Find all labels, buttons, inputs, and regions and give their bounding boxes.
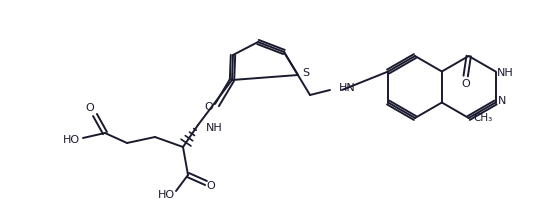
Text: O: O <box>86 103 95 113</box>
Text: HO: HO <box>157 190 174 200</box>
Text: NH: NH <box>497 69 514 78</box>
Text: HN: HN <box>339 83 356 93</box>
Text: S: S <box>302 68 310 78</box>
Text: O: O <box>205 102 213 112</box>
Text: HO: HO <box>63 135 80 145</box>
Text: O: O <box>461 79 470 89</box>
Text: NH: NH <box>206 123 223 133</box>
Text: N: N <box>498 95 507 106</box>
Text: CH₃: CH₃ <box>473 113 492 123</box>
Text: O: O <box>207 181 216 191</box>
